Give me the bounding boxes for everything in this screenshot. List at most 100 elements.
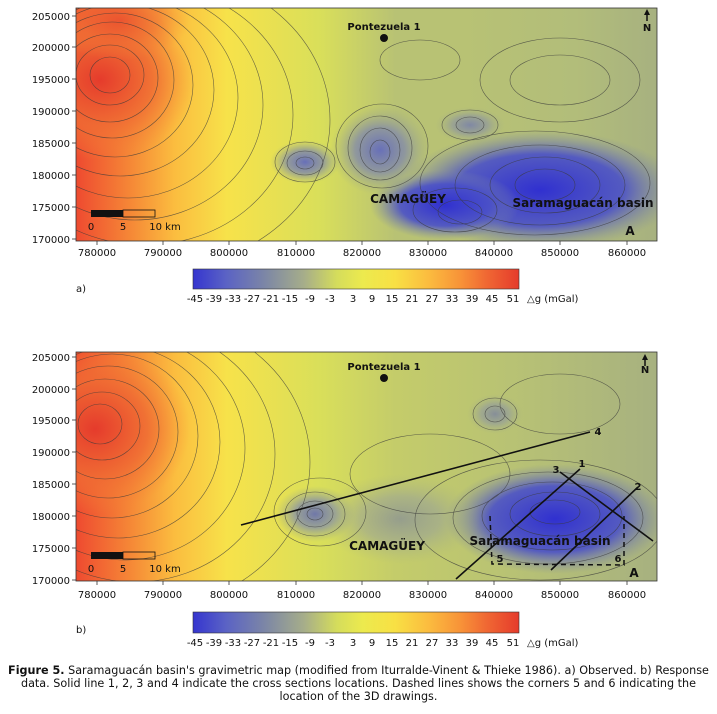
- north-arrow-icon: N: [643, 9, 651, 34]
- x-tick: 820000: [343, 248, 381, 259]
- well-marker-icon: [380, 34, 388, 42]
- scale-label: 0: [88, 564, 94, 575]
- colorbar-tick: 15: [386, 638, 399, 649]
- colorbar: -45 -39 -33 -27 -21 -15 -9 -3 3 9 15 21 …: [187, 611, 579, 649]
- y-tick: 170000: [32, 235, 70, 246]
- north-label: N: [641, 365, 649, 376]
- colorbar-tick: 21: [406, 638, 419, 649]
- y-tick: 175000: [32, 544, 70, 555]
- y-tick: 185000: [32, 139, 70, 150]
- anomaly-field: [76, 352, 657, 581]
- figure-caption: Figure 5. Saramaguacán basin's gravimetr…: [4, 664, 713, 703]
- x-tick: 780000: [78, 248, 116, 259]
- section-label: 3: [553, 465, 560, 476]
- colorbar-tick: -21: [263, 638, 279, 649]
- colorbar-tick: -9: [305, 638, 315, 649]
- x-tick: 840000: [475, 248, 513, 259]
- scale-label: 5: [120, 564, 126, 575]
- gravimetric-map-response: 4 1 2 3 5 6 780000 790000 800000 810000 …: [32, 351, 658, 649]
- colorbar-tick: 3: [350, 638, 356, 649]
- colorbar-unit: △g (mGal): [527, 294, 579, 305]
- x-axis-ticks: 780000 790000 800000 810000 820000 83000…: [78, 590, 646, 601]
- section-line-2: [550, 486, 639, 571]
- colorbar-tick: -3: [325, 294, 335, 305]
- section-line-4: [240, 431, 591, 526]
- section-label: 1: [579, 459, 586, 470]
- colorbar-tick: -3: [325, 638, 335, 649]
- anomaly-field: [76, 8, 657, 241]
- caption-label: Figure 5.: [8, 664, 65, 677]
- colorbar-tick: -15: [282, 294, 298, 305]
- panel-label: b): [76, 625, 86, 636]
- y-tick: 200000: [32, 385, 70, 396]
- y-axis-ticks: 205000 200000 195000 190000 185000 18000…: [32, 353, 70, 587]
- colorbar-tick: -15: [282, 638, 298, 649]
- section-line-3: [559, 471, 654, 542]
- x-tick: 840000: [475, 590, 513, 601]
- section-label: 4: [595, 427, 602, 438]
- colorbar-tick: 9: [369, 294, 375, 305]
- y-tick: 205000: [32, 12, 70, 23]
- well-label: Pontezuela 1: [347, 22, 420, 33]
- colorbar-tick: 51: [507, 294, 520, 305]
- x-tick: 800000: [210, 248, 248, 259]
- colorbar-tick: 33: [446, 294, 459, 305]
- scale-label: 0: [88, 222, 94, 233]
- colorbar-tick: -27: [244, 294, 260, 305]
- x-tick: 850000: [541, 248, 579, 259]
- colorbar-tick: -39: [206, 638, 222, 649]
- x-tick: 860000: [608, 248, 646, 259]
- colorbar: -45 -39 -33 -27 -21 -15 -9 -3 3 9 15 21 …: [187, 268, 579, 305]
- colorbar-tick: 39: [466, 638, 479, 649]
- colorbar-tick: 27: [426, 294, 439, 305]
- x-tick: 830000: [409, 248, 447, 259]
- basin-label: Saramaguacán basin: [469, 534, 610, 548]
- gravimetric-map-observed: 780000 790000 800000 810000 820000 83000…: [32, 7, 658, 305]
- city-label: CAMAGÜEY: [349, 538, 425, 553]
- colorbar-tick: -9: [305, 294, 315, 305]
- colorbar-tick: 3: [350, 294, 356, 305]
- north-arrow-icon: N: [641, 354, 649, 376]
- y-tick: 200000: [32, 43, 70, 54]
- x-tick: 850000: [541, 590, 579, 601]
- corner-5-label: 5: [497, 554, 504, 565]
- x-tick: 800000: [210, 590, 248, 601]
- y-axis-ticks: 205000 200000 195000 190000 185000 18000…: [32, 12, 70, 246]
- colorbar-tick: 27: [426, 638, 439, 649]
- cross-section-lines: [240, 431, 654, 580]
- scale-label: 10 km: [149, 564, 180, 575]
- y-tick: 170000: [32, 576, 70, 587]
- x-tick: 790000: [144, 590, 182, 601]
- colorbar-tick: 51: [507, 638, 520, 649]
- y-tick: 190000: [32, 448, 70, 459]
- colorbar-tick: 21: [406, 294, 419, 305]
- colorbar-tick: -45: [187, 294, 203, 305]
- colorbar-tick: -21: [263, 294, 279, 305]
- y-tick: 205000: [32, 353, 70, 364]
- y-tick: 180000: [32, 171, 70, 182]
- scale-label: 5: [120, 222, 126, 233]
- y-tick: 175000: [32, 203, 70, 214]
- x-tick: 810000: [277, 248, 315, 259]
- well-label: Pontezuela 1: [347, 362, 420, 373]
- colorbar-tick: 45: [486, 294, 499, 305]
- colorbar-tick: 15: [386, 294, 399, 305]
- scale-bar: 0 5 10 km: [88, 551, 181, 575]
- colorbar-tick: 33: [446, 638, 459, 649]
- scale-bar: 0 5 10 km: [88, 209, 181, 233]
- contour-lines: [76, 8, 651, 241]
- colorbar-tick: 9: [369, 638, 375, 649]
- colorbar-tick: -33: [225, 638, 241, 649]
- north-label: N: [643, 23, 651, 34]
- x-tick: 780000: [78, 590, 116, 601]
- contour-lines: [76, 352, 657, 581]
- corner-label: A: [629, 566, 639, 580]
- colorbar-tick: -27: [244, 638, 260, 649]
- y-tick: 185000: [32, 480, 70, 491]
- x-tick: 830000: [409, 590, 447, 601]
- corner-label: A: [625, 224, 635, 238]
- section-labels: 4 1 2 3 5 6: [497, 427, 642, 565]
- y-tick: 195000: [32, 75, 70, 86]
- y-tick: 195000: [32, 416, 70, 427]
- x-tick: 820000: [343, 590, 381, 601]
